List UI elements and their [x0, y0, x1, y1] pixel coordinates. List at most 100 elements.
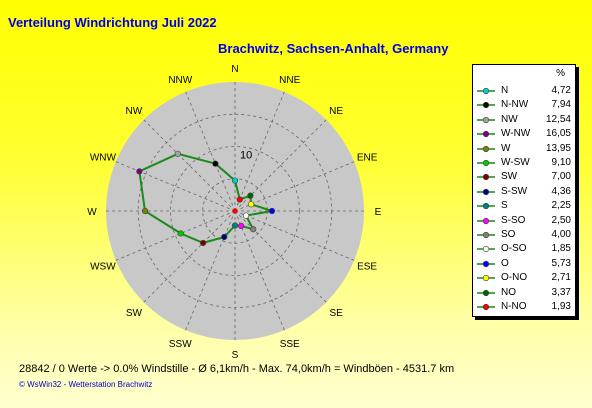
legend-item-N-NO: N-NO 1,93 — [473, 300, 575, 314]
legend-label: NO — [501, 286, 516, 298]
center-point — [232, 208, 238, 214]
legend-item-S: S 2,25 — [473, 199, 575, 213]
legend-value: 2,71 — [551, 272, 571, 284]
compass-label-W: W — [87, 207, 97, 218]
data-point-SW — [199, 239, 207, 247]
legend-item-W: W 13,95 — [473, 142, 575, 156]
legend-value: 3,37 — [551, 286, 571, 298]
legend-item-NW: NW 12,54 — [473, 113, 575, 127]
legend-label: W-SW — [501, 157, 530, 168]
data-point-N-NO — [236, 196, 243, 203]
legend-item-O: O 5,73 — [473, 257, 575, 271]
data-point-SO — [250, 226, 257, 233]
compass-label-ENE: ENE — [357, 152, 378, 163]
compass-label-E: E — [375, 207, 382, 218]
chart-subtitle: Brachwitz, Sachsen-Anhalt, Germany — [218, 41, 449, 56]
legend-label: W-NW — [501, 128, 531, 140]
legend-value: 4,00 — [551, 229, 571, 240]
legend-symbol-icon — [477, 289, 495, 296]
data-point-N-NW — [212, 160, 219, 167]
legend-item-O-SO: O-SO 1,85 — [473, 242, 575, 256]
legend-symbol-icon — [477, 203, 495, 210]
legend-item-W-SW: W-SW 9,10 — [473, 156, 575, 170]
legend-item-S-SW: S-SW 4,36 — [473, 185, 575, 199]
legend-symbol-icon — [477, 303, 495, 311]
legend-label: S — [501, 200, 508, 212]
legend-value: 1,93 — [551, 301, 571, 312]
legend-value: 13,95 — [545, 142, 571, 154]
data-point-S-SO — [238, 222, 245, 229]
compass-label-SW: SW — [126, 308, 143, 319]
compass-label-NW: NW — [126, 106, 143, 117]
legend-value: 5,73 — [551, 257, 571, 269]
footer-stats: 28842 / 0 Werte -> 0.0% Windstille - Ø 6… — [19, 363, 455, 375]
compass-label-SSE: SSE — [280, 339, 300, 350]
grid-ring-2 — [170, 146, 300, 276]
legend-symbol-icon — [477, 188, 495, 195]
legend-symbol-icon — [477, 260, 495, 267]
legend-label: N — [501, 85, 509, 96]
legend-label: O-NO — [501, 272, 528, 284]
compass-label-ESE: ESE — [357, 262, 377, 273]
footer-credit: © WsWin32 - Wetterstation Brachwitz — [19, 380, 153, 389]
data-point-W-NW — [136, 168, 143, 175]
legend-item-W-NW: W-NW 16,05 — [473, 127, 575, 141]
legend-symbol-icon — [477, 131, 495, 138]
data-point-O — [268, 207, 276, 215]
legend-symbol-icon — [477, 231, 495, 239]
data-point-W-SW — [177, 230, 184, 237]
compass-label-NE: NE — [329, 106, 343, 117]
compass-label-NNW: NNW — [168, 75, 192, 86]
legend-value: 4,36 — [551, 185, 571, 197]
data-point-S-SW — [221, 233, 228, 241]
legend-value: 12,54 — [545, 113, 571, 125]
compass-label-WSW: WSW — [90, 262, 116, 273]
legend-symbol-icon — [477, 275, 495, 282]
legend-label: SW — [501, 171, 518, 183]
legend-label: O — [501, 257, 509, 269]
legend-item-N: N 4,72 — [473, 84, 575, 98]
data-point-O-NO — [248, 201, 255, 208]
legend-value: 7,00 — [551, 171, 571, 183]
legend-value: 9,10 — [551, 157, 571, 168]
compass-label-S: S — [232, 350, 239, 361]
legend-value: 2,25 — [551, 200, 571, 212]
legend-symbol-icon — [477, 159, 495, 167]
legend-unit-header: % — [556, 68, 565, 79]
legend-item-S-SO: S-SO 2,50 — [473, 214, 575, 228]
legend: % N 4,72 N-NW 7,94 NW 12,54 W-NW 16,05 W 13,95 W-S… — [472, 64, 576, 317]
legend-value: 4,72 — [551, 85, 571, 96]
legend-symbol-icon — [477, 87, 495, 95]
legend-value: 16,05 — [545, 128, 571, 140]
legend-item-SO: SO 4,00 — [473, 228, 575, 242]
legend-symbol-icon — [477, 174, 495, 181]
legend-item-NO: NO 3,37 — [473, 286, 575, 300]
legend-item-O-NO: O-NO 2,71 — [473, 271, 575, 285]
legend-label: O-SO — [501, 243, 527, 255]
legend-symbol-icon — [477, 102, 495, 109]
data-point-NO — [247, 192, 254, 199]
legend-value: 1,85 — [551, 243, 571, 255]
legend-label: N-NW — [501, 99, 529, 111]
data-point-W — [141, 207, 149, 215]
legend-label: N-NO — [501, 301, 527, 312]
legend-label: W — [501, 142, 511, 154]
legend-value: 7,94 — [551, 99, 571, 111]
compass-label-N: N — [231, 64, 238, 75]
data-point-O-SO — [242, 212, 250, 219]
chart-title: Verteilung Windrichtung Juli 2022 — [8, 15, 217, 30]
legend-symbol-icon — [477, 217, 495, 224]
data-point-N — [231, 177, 239, 184]
compass-label-SE: SE — [329, 308, 343, 319]
legend-symbol-icon — [477, 145, 495, 152]
compass-label-SSW: SSW — [169, 339, 192, 350]
legend-label: S-SO — [501, 214, 526, 226]
legend-symbol-icon — [477, 246, 495, 253]
radial-tick-label: 10 — [240, 150, 252, 162]
data-point-NW — [174, 150, 181, 157]
legend-item-N-NW: N-NW 7,94 — [473, 98, 575, 112]
data-point-S — [231, 222, 239, 229]
legend-value: 2,50 — [551, 214, 571, 226]
